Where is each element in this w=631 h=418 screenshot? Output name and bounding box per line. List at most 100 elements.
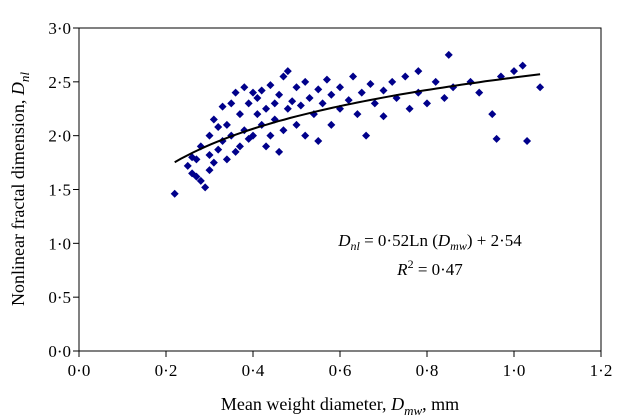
- data-point: [214, 145, 223, 154]
- data-point: [196, 176, 205, 185]
- data-point: [235, 110, 244, 119]
- data-point: [283, 67, 292, 76]
- data-point: [292, 120, 301, 129]
- data-point: [296, 101, 305, 110]
- data-point: [301, 77, 310, 86]
- data-point: [209, 115, 218, 124]
- data-point: [414, 67, 423, 76]
- data-point: [283, 104, 292, 113]
- data-point: [488, 110, 497, 119]
- trend-equation: Dnl = 0·52Ln (Dmw) + 2·54: [337, 231, 522, 253]
- data-point: [235, 142, 244, 151]
- y-tick-label: 0·5: [48, 288, 71, 307]
- data-point: [327, 90, 336, 99]
- data-point: [240, 83, 249, 92]
- data-point: [440, 93, 449, 102]
- x-tick-label: 0·6: [329, 361, 352, 380]
- data-point: [249, 131, 257, 140]
- data-point: [192, 155, 201, 164]
- x-axis-title: Mean weight diameter, Dmw, mm: [221, 394, 459, 418]
- data-point: [183, 161, 192, 170]
- y-tick-label: 0·0: [48, 342, 71, 361]
- data-point: [353, 110, 362, 119]
- data-point: [244, 99, 253, 108]
- data-point: [205, 151, 214, 160]
- data-points: [170, 50, 545, 198]
- data-point: [218, 102, 227, 111]
- y-axis-title: Nonlinear fractal dimension, Dnl: [8, 72, 32, 306]
- data-point: [275, 90, 284, 99]
- x-tick-label: 0·2: [155, 361, 178, 380]
- x-tick-label: 1·0: [503, 361, 526, 380]
- data-point: [231, 88, 240, 97]
- y-axis-ticks: 0·0 0·5 1·0 1·5 2·0 2·5 3·0: [48, 19, 79, 361]
- data-point: [249, 88, 257, 97]
- y-tick-label: 3·0: [48, 19, 71, 38]
- data-point: [370, 99, 379, 108]
- data-point: [336, 83, 344, 92]
- data-point: [405, 104, 414, 113]
- x-tick-label: 0·0: [68, 361, 91, 380]
- data-point: [431, 77, 440, 86]
- data-point: [401, 72, 410, 81]
- data-point: [314, 85, 323, 94]
- data-point: [253, 110, 262, 119]
- data-point: [288, 97, 297, 106]
- x-tick-label: 1·2: [590, 361, 613, 380]
- data-point: [444, 50, 453, 59]
- data-point: [205, 131, 214, 140]
- data-point: [222, 155, 231, 164]
- data-point: [262, 142, 271, 151]
- data-point: [327, 120, 336, 129]
- x-tick-label: 0·4: [242, 361, 265, 380]
- trendline: [174, 73, 541, 164]
- data-point: [170, 189, 179, 198]
- data-point: [262, 104, 271, 113]
- data-point: [301, 131, 310, 140]
- data-point: [357, 88, 366, 97]
- data-point: [257, 86, 266, 95]
- y-tick-label: 2·0: [48, 127, 71, 146]
- r-squared-label: R2 = 0·47: [396, 257, 463, 279]
- data-point: [214, 123, 223, 132]
- data-point: [279, 72, 288, 81]
- data-point: [349, 72, 358, 81]
- data-point: [266, 81, 275, 90]
- data-point: [523, 137, 532, 146]
- y-tick-label: 1·0: [48, 234, 71, 253]
- data-point: [475, 88, 484, 97]
- data-point: [379, 86, 388, 95]
- data-point: [536, 83, 545, 92]
- data-point: [318, 99, 327, 108]
- data-point: [518, 61, 527, 70]
- x-axis-ticks: 0·0 0·2 0·4 0·6 0·8 1·0 1·2: [68, 351, 613, 380]
- data-point: [222, 120, 231, 129]
- data-point: [209, 158, 218, 167]
- data-point: [314, 137, 323, 146]
- data-point: [344, 96, 353, 105]
- data-point: [266, 131, 275, 140]
- data-point: [253, 93, 262, 102]
- data-point: [362, 131, 371, 140]
- x-tick-label: 0·8: [416, 361, 439, 380]
- data-point: [231, 147, 240, 156]
- data-point: [379, 112, 388, 121]
- data-point: [275, 147, 284, 156]
- data-point: [510, 67, 518, 76]
- data-point: [192, 172, 201, 181]
- data-point: [279, 126, 288, 135]
- data-point: [227, 99, 236, 108]
- y-tick-label: 2·5: [48, 73, 71, 92]
- data-point: [322, 75, 331, 84]
- data-point: [492, 134, 501, 143]
- data-point: [366, 79, 375, 88]
- data-point: [201, 183, 210, 192]
- data-point: [305, 93, 314, 102]
- data-point: [205, 166, 214, 175]
- data-point: [292, 83, 301, 92]
- data-point: [388, 77, 397, 86]
- y-tick-label: 1·5: [48, 181, 71, 200]
- data-point: [270, 99, 279, 108]
- data-point: [423, 99, 431, 108]
